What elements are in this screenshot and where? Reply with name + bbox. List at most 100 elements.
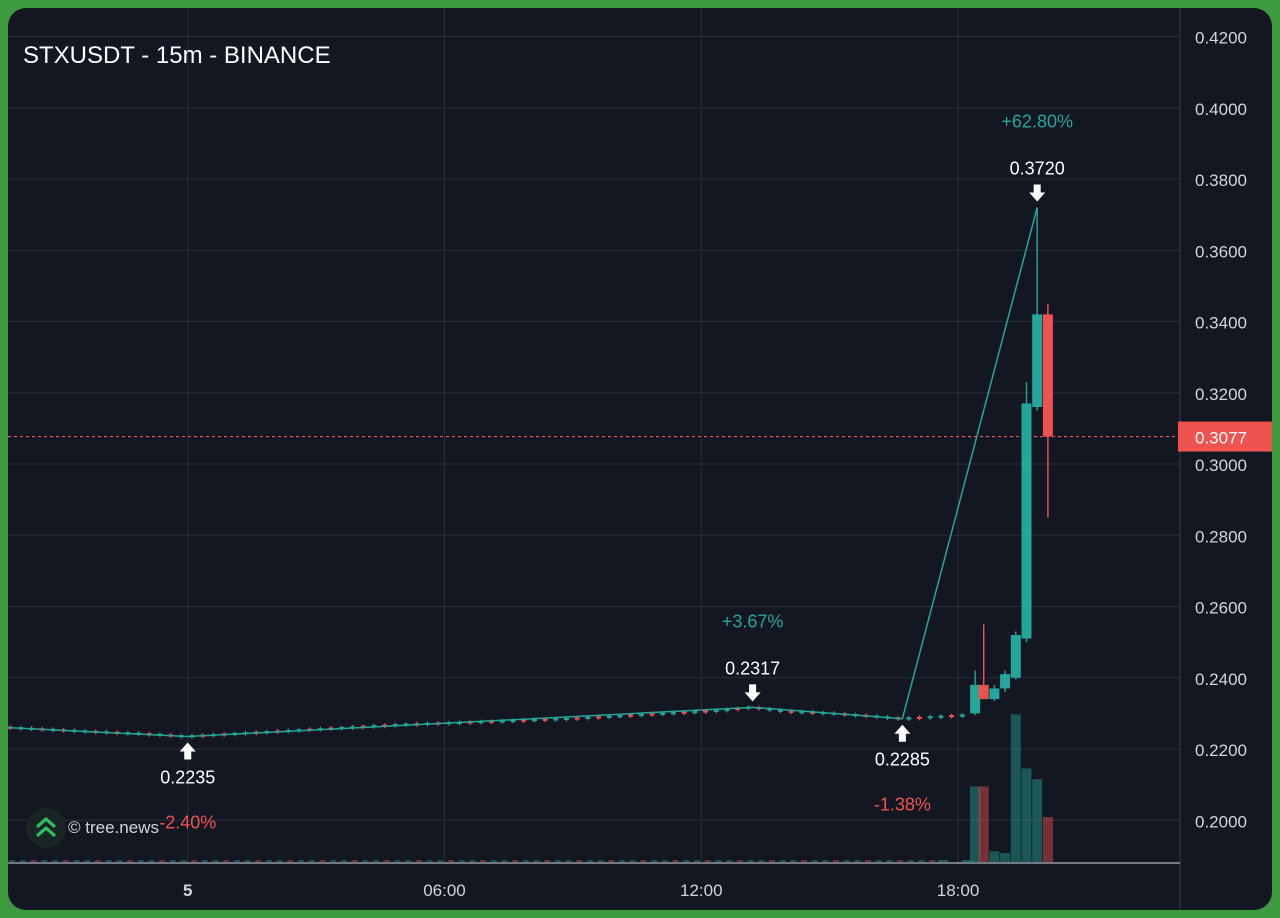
volume-bar <box>426 860 433 862</box>
volume-bar <box>415 860 422 862</box>
volume-bar <box>822 860 829 862</box>
volume-bar <box>276 860 283 862</box>
candle-body <box>478 721 484 724</box>
volume-bar <box>661 860 668 862</box>
candle-body <box>927 716 933 719</box>
volume-bar <box>1021 768 1032 862</box>
volume-bar <box>886 860 893 862</box>
volume-bar <box>383 860 390 862</box>
candle-body <box>510 719 516 723</box>
candle-body <box>767 708 773 711</box>
candle-body <box>1010 635 1021 678</box>
candle-body <box>703 710 709 713</box>
volume-bar <box>758 860 765 862</box>
candle-body <box>617 715 623 718</box>
candle-body <box>670 712 676 715</box>
candle-body <box>596 716 602 719</box>
candle-body <box>606 715 612 718</box>
candle-body <box>777 709 783 712</box>
candle-body <box>959 714 965 717</box>
volume-bar <box>918 860 925 862</box>
volume-bar <box>437 860 444 862</box>
volume-bar <box>126 860 133 862</box>
volume-bar <box>266 860 273 862</box>
volume-bar <box>501 860 508 862</box>
y-tick-label: 0.3000 <box>1195 456 1247 475</box>
y-tick-label: 0.3400 <box>1195 314 1247 333</box>
volume-bar <box>394 860 401 862</box>
volume-bar <box>683 860 690 862</box>
y-tick-label: 0.2400 <box>1195 670 1247 689</box>
double-chevron-up-icon <box>36 817 56 837</box>
volume-bar <box>522 860 529 862</box>
pivot-label: 0.3720 <box>1010 159 1065 179</box>
volume-bar <box>907 860 914 862</box>
volume-bar <box>875 860 882 862</box>
volume-bar <box>865 860 872 862</box>
volume-bar <box>330 860 337 862</box>
volume-bar <box>351 860 358 862</box>
volume-bar <box>587 860 593 862</box>
volume-bar <box>191 860 198 862</box>
pivot-arrow-up-icon <box>894 724 911 742</box>
y-tick-label: 0.2600 <box>1195 599 1247 618</box>
candle-body <box>989 688 1000 700</box>
volume-bar <box>244 860 251 862</box>
candle-body <box>1042 314 1053 437</box>
candle-body <box>917 716 923 719</box>
volume-bar <box>308 860 315 862</box>
candle-body <box>542 718 548 721</box>
candle-body <box>970 684 981 714</box>
x-tick-label: 12:00 <box>680 881 723 900</box>
volume-bar <box>201 860 208 862</box>
percent-change-label: -2.40% <box>159 813 216 833</box>
volume-bar <box>287 860 294 862</box>
volume-bar <box>116 860 123 862</box>
percent-change-label: +3.67% <box>722 611 784 631</box>
pivot-arrow-down-icon <box>744 684 761 702</box>
volume-bar <box>169 860 176 862</box>
candle-body <box>788 710 794 713</box>
volume-bar <box>405 860 412 862</box>
volume-bar <box>1032 779 1043 862</box>
volume-bar <box>800 860 807 862</box>
volume-bar <box>41 860 48 862</box>
volume-bar <box>597 860 604 862</box>
price-chart[interactable]: 0.2000 0.2200 0.2400 0.2600 0.2800 0.3000 0.32… <box>8 8 1272 910</box>
volume-bar <box>768 860 775 862</box>
volume-bar <box>779 860 786 862</box>
volume-bar <box>970 786 981 862</box>
volume-bar <box>340 860 347 862</box>
y-tick-label: 0.2200 <box>1195 741 1247 760</box>
volume-bar <box>544 860 551 862</box>
volume-bar <box>533 860 540 862</box>
volume-bar <box>233 860 240 862</box>
candle-body <box>949 715 955 718</box>
candle-body <box>628 714 634 717</box>
pivot-label: 0.2285 <box>875 750 930 770</box>
candle-body <box>735 707 741 710</box>
volume-bar <box>298 860 305 862</box>
volume-bar <box>1010 714 1021 862</box>
chart-frame: 0.2000 0.2200 0.2400 0.2600 0.2800 0.3000 0.32… <box>8 8 1272 910</box>
candle-body <box>585 716 591 719</box>
y-tick-label: 0.3200 <box>1195 385 1247 404</box>
volume-bar <box>897 860 904 862</box>
volume-bar <box>373 860 380 862</box>
volume-bar <box>736 860 743 862</box>
candle-body <box>489 720 495 723</box>
volume-bar <box>223 860 230 862</box>
volume-bar <box>62 860 69 862</box>
volume-bar <box>608 860 615 862</box>
candle-body <box>681 711 687 714</box>
volume-bar <box>989 851 1000 862</box>
volume-bar <box>255 860 262 862</box>
y-tick-label: 0.3800 <box>1195 171 1247 190</box>
candle-body <box>563 717 569 721</box>
y-tick-label: 0.4000 <box>1195 100 1247 119</box>
volume-bar <box>1000 853 1011 862</box>
candle-body <box>906 717 912 720</box>
volume-bar <box>73 860 80 862</box>
volume-bar <box>319 860 326 862</box>
volume-bar <box>480 860 487 862</box>
